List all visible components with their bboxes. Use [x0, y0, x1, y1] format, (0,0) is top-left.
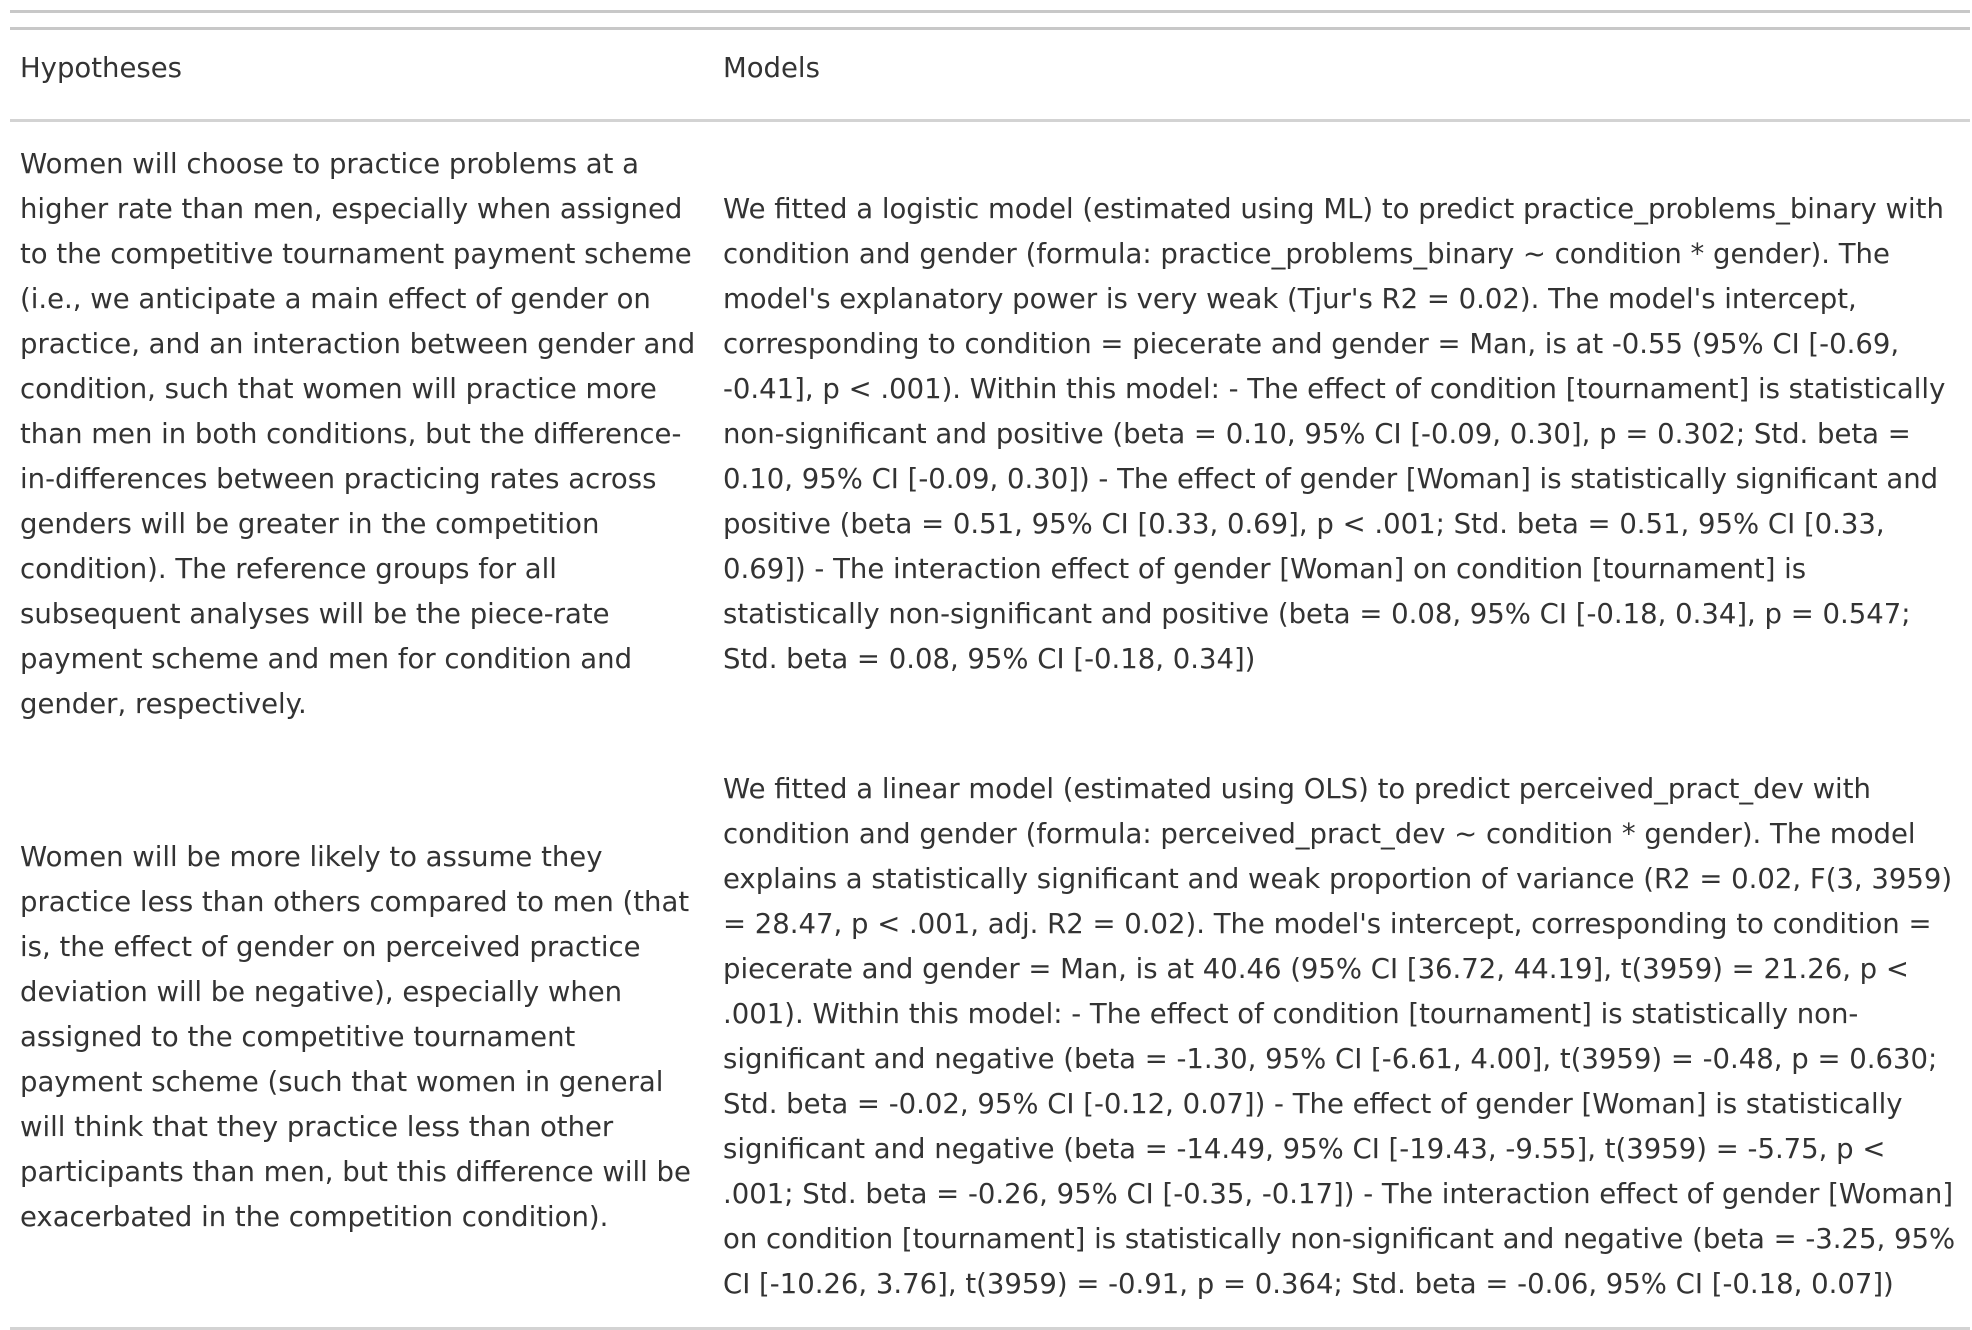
table-row: Women will be more likely to assume they… — [10, 747, 1970, 1330]
header-top-spacer — [10, 13, 1970, 30]
header-row: Hypotheses Models — [10, 28, 1970, 122]
table-top-rule — [10, 10, 1970, 13]
hypothesis-cell: Women will choose to practice problems a… — [20, 148, 696, 720]
model-cell: We fitted a logistic model (estimated us… — [723, 193, 1946, 675]
model-cell: We fitted a linear model (estimated usin… — [713, 747, 1970, 1330]
table-row: Women will choose to practice problems a… — [10, 121, 1970, 748]
hypotheses-models-table: Hypotheses Models Women will choose to p… — [10, 13, 1970, 1330]
results-table: Hypotheses Models Women will choose to p… — [10, 10, 1970, 1330]
column-header-models: Models — [713, 28, 1970, 122]
column-header-hypotheses: Hypotheses — [10, 28, 713, 122]
table-body: Women will choose to practice problems a… — [10, 121, 1970, 1330]
hypothesis-cell: Women will be more likely to assume they… — [10, 747, 713, 1330]
table-header: Hypotheses Models — [10, 13, 1970, 122]
